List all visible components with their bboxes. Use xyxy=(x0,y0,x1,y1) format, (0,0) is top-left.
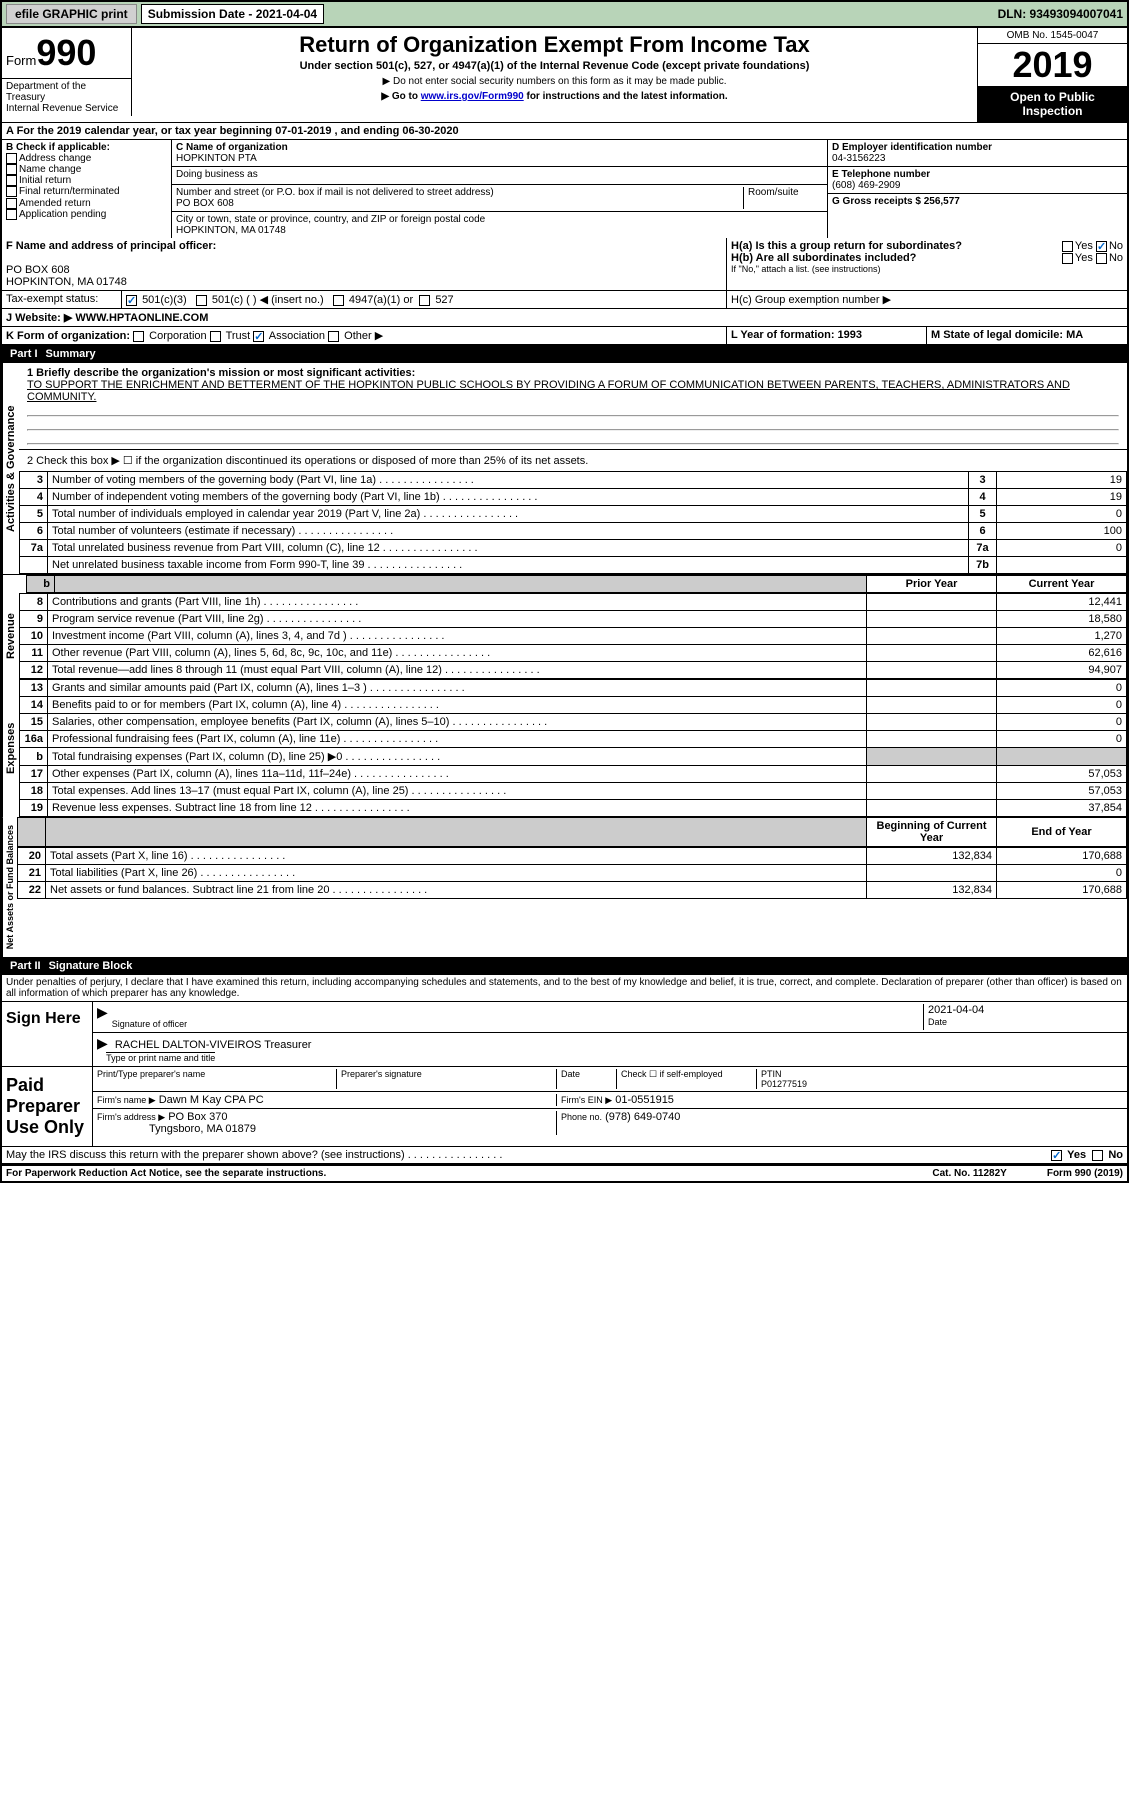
org-addr: PO BOX 608 xyxy=(176,198,234,209)
governance-table: 3Number of voting members of the governi… xyxy=(19,471,1127,574)
gross-receipts: G Gross receipts $ 256,577 xyxy=(832,196,960,207)
check-pending[interactable] xyxy=(6,209,17,220)
ha-line: H(a) Is this a group return for subordin… xyxy=(731,240,1123,252)
discuss-line: May the IRS discuss this return with the… xyxy=(2,1147,1127,1165)
officer-name: RACHEL DALTON-VIVEIROS Treasurer xyxy=(115,1039,312,1051)
title-block: Return of Organization Exempt From Incom… xyxy=(132,28,977,122)
form-number-box: Form990 xyxy=(2,28,132,78)
tax-year: 2019 xyxy=(978,44,1127,86)
net-header-table: Beginning of Current YearEnd of Year xyxy=(17,817,1127,847)
efile-button[interactable]: efile GRAPHIC print xyxy=(6,4,137,24)
org-name: HOPKINTON PTA xyxy=(176,153,257,164)
perjury-text: Under penalties of perjury, I declare th… xyxy=(2,975,1127,1001)
sig-date: 2021-04-04 xyxy=(928,1004,984,1016)
check-final[interactable] xyxy=(6,186,17,197)
hb-line: H(b) Are all subordinates included? Yes … xyxy=(731,252,1123,264)
ha-no-check[interactable] xyxy=(1096,241,1107,252)
firm-phone: (978) 649-0740 xyxy=(605,1111,680,1123)
phone: (608) 469-2909 xyxy=(832,180,900,191)
side-exp: Expenses xyxy=(2,679,19,817)
mission-text: TO SUPPORT THE ENRICHMENT AND BETTERMENT… xyxy=(27,379,1119,403)
year-formation: L Year of formation: 1993 xyxy=(727,327,927,344)
check-amended[interactable] xyxy=(6,198,17,209)
side-net: Net Assets or Fund Balances xyxy=(2,817,17,957)
firm-name: Dawn M Kay CPA PC xyxy=(159,1094,264,1106)
check-address[interactable] xyxy=(6,153,17,164)
top-toolbar: efile GRAPHIC print Submission Date - 20… xyxy=(2,2,1127,28)
dept-label: Department of the Treasury Internal Reve… xyxy=(2,78,132,116)
year-box: OMB No. 1545-0047 2019 Open to Public In… xyxy=(977,28,1127,122)
ptin: P01277519 xyxy=(761,1079,807,1089)
check-initial[interactable] xyxy=(6,175,17,186)
side-gov: Activities & Governance xyxy=(2,363,19,574)
discuss-no[interactable] xyxy=(1092,1150,1103,1161)
sign-here-label: Sign Here xyxy=(2,1002,92,1066)
check-association[interactable] xyxy=(253,331,264,342)
block-b: B Check if applicable: Address change Na… xyxy=(2,140,172,238)
side-rev: Revenue xyxy=(2,593,19,679)
dln-label: DLN: 93493094007041 xyxy=(998,7,1123,21)
subtitle: Under section 501(c), 527, or 4947(a)(1)… xyxy=(136,60,973,72)
public-badge: Open to Public Inspection xyxy=(978,86,1127,122)
omb-number: OMB No. 1545-0047 xyxy=(978,28,1127,44)
submission-date: Submission Date - 2021-04-04 xyxy=(141,4,324,24)
expenses-table: 13Grants and similar amounts paid (Part … xyxy=(19,679,1127,817)
note-ssn: ▶ Do not enter social security numbers o… xyxy=(136,76,973,87)
year-header-table: bPrior YearCurrent Year xyxy=(26,575,1127,593)
footer: For Paperwork Reduction Act Notice, see … xyxy=(2,1165,1127,1181)
firm-ein: 01-0551915 xyxy=(615,1094,674,1106)
paid-preparer-label: Paid Preparer Use Only xyxy=(2,1067,92,1146)
block-c: C Name of organization HOPKINTON PTA Doi… xyxy=(172,140,827,238)
website: WWW.HPTAONLINE.COM xyxy=(75,312,208,324)
net-assets-table: 20Total assets (Part X, line 16)132,8341… xyxy=(17,847,1127,899)
org-city: HOPKINTON, MA 01748 xyxy=(176,225,286,236)
irs-link[interactable]: www.irs.gov/Form990 xyxy=(421,91,524,102)
note-goto: ▶ Go to www.irs.gov/Form990 for instruct… xyxy=(136,91,973,102)
q2-line: 2 Check this box ▶ ☐ if the organization… xyxy=(19,450,1127,471)
part1-header: Part I Summary xyxy=(2,345,1127,363)
form-title: Return of Organization Exempt From Incom… xyxy=(136,32,973,58)
state-domicile: M State of legal domicile: MA xyxy=(927,327,1127,344)
block-deg: D Employer identification number04-31562… xyxy=(827,140,1127,238)
check-501c3[interactable] xyxy=(126,295,137,306)
check-name[interactable] xyxy=(6,164,17,175)
period-line: A For the 2019 calendar year, or tax yea… xyxy=(2,123,1127,140)
discuss-yes[interactable] xyxy=(1051,1150,1062,1161)
part2-header: Part II Signature Block xyxy=(2,957,1127,975)
revenue-table: 8Contributions and grants (Part VIII, li… xyxy=(19,593,1127,679)
ein: 04-3156223 xyxy=(832,153,885,164)
